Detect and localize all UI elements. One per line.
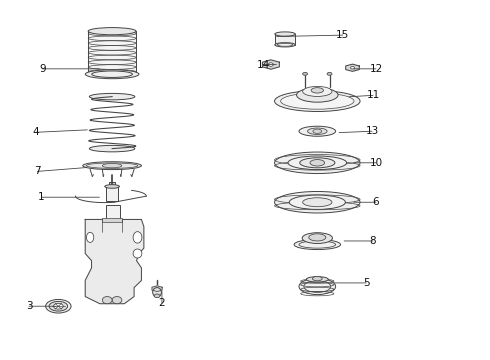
Ellipse shape — [304, 280, 331, 292]
Text: 9: 9 — [39, 64, 46, 74]
FancyBboxPatch shape — [88, 31, 136, 74]
Polygon shape — [263, 60, 279, 69]
Ellipse shape — [300, 158, 335, 168]
FancyBboxPatch shape — [106, 205, 121, 221]
Ellipse shape — [92, 71, 132, 77]
Ellipse shape — [153, 288, 161, 297]
Ellipse shape — [274, 91, 360, 112]
Ellipse shape — [299, 278, 336, 294]
Ellipse shape — [105, 185, 120, 188]
Ellipse shape — [133, 231, 142, 243]
Ellipse shape — [299, 126, 336, 136]
Ellipse shape — [313, 276, 322, 281]
Text: 3: 3 — [25, 301, 32, 311]
Text: 6: 6 — [372, 197, 379, 207]
Polygon shape — [85, 220, 144, 304]
Ellipse shape — [289, 195, 345, 210]
Ellipse shape — [308, 128, 327, 134]
Text: 1: 1 — [38, 192, 45, 202]
Polygon shape — [152, 286, 162, 292]
Ellipse shape — [310, 159, 325, 166]
Ellipse shape — [281, 93, 354, 109]
Ellipse shape — [313, 129, 322, 134]
Ellipse shape — [311, 87, 323, 93]
Ellipse shape — [303, 72, 308, 75]
Ellipse shape — [274, 152, 360, 174]
Ellipse shape — [327, 72, 332, 75]
Text: 12: 12 — [369, 64, 383, 74]
Ellipse shape — [88, 28, 136, 35]
Ellipse shape — [86, 232, 94, 242]
Ellipse shape — [154, 294, 160, 298]
Ellipse shape — [49, 301, 68, 311]
Ellipse shape — [294, 239, 341, 249]
Text: 15: 15 — [336, 30, 349, 40]
Text: 7: 7 — [34, 166, 41, 176]
Ellipse shape — [302, 233, 332, 243]
Ellipse shape — [46, 300, 71, 313]
Text: 14: 14 — [256, 59, 270, 69]
Ellipse shape — [350, 67, 354, 69]
FancyBboxPatch shape — [106, 186, 118, 201]
Ellipse shape — [275, 32, 295, 36]
Ellipse shape — [274, 192, 360, 213]
Ellipse shape — [303, 86, 332, 96]
FancyBboxPatch shape — [275, 34, 295, 45]
Ellipse shape — [299, 241, 336, 248]
Ellipse shape — [112, 297, 122, 304]
Ellipse shape — [269, 63, 273, 66]
Ellipse shape — [306, 276, 328, 282]
Text: 10: 10 — [369, 158, 383, 168]
Ellipse shape — [85, 70, 139, 79]
Ellipse shape — [277, 43, 293, 46]
Polygon shape — [346, 64, 359, 71]
Ellipse shape — [288, 156, 346, 170]
Ellipse shape — [296, 88, 338, 102]
Ellipse shape — [309, 234, 326, 241]
Ellipse shape — [89, 93, 135, 100]
Ellipse shape — [83, 162, 142, 170]
Ellipse shape — [102, 163, 122, 168]
Ellipse shape — [53, 303, 63, 309]
Text: 13: 13 — [366, 126, 379, 136]
Text: 2: 2 — [159, 298, 165, 308]
Ellipse shape — [303, 198, 332, 207]
Text: 4: 4 — [32, 127, 39, 137]
Ellipse shape — [102, 297, 112, 304]
Ellipse shape — [133, 249, 142, 258]
Ellipse shape — [86, 163, 138, 168]
Text: 5: 5 — [363, 278, 369, 288]
Ellipse shape — [89, 145, 135, 152]
Text: 8: 8 — [369, 236, 376, 246]
FancyBboxPatch shape — [102, 219, 122, 222]
Text: 11: 11 — [367, 90, 380, 100]
FancyBboxPatch shape — [109, 182, 115, 186]
Ellipse shape — [275, 42, 295, 47]
